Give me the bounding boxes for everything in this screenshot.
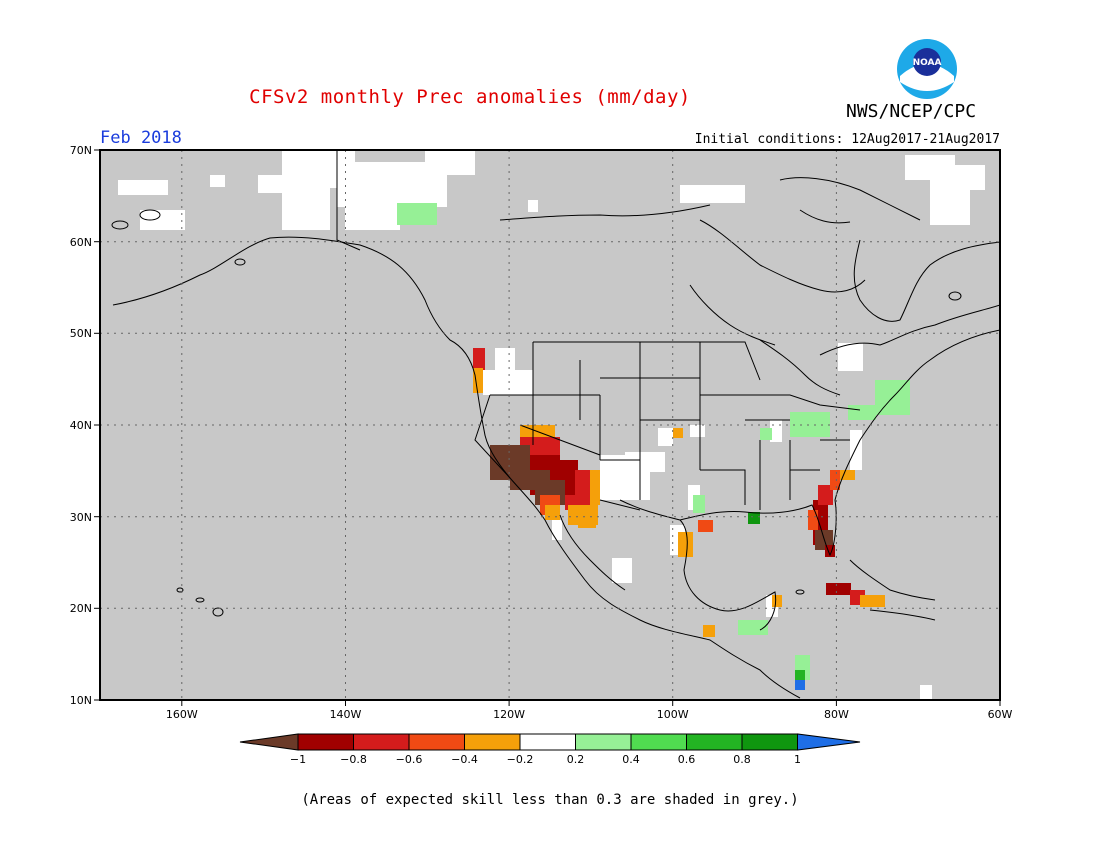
lat-label: 40N [70, 419, 92, 432]
negative-anomaly-areas [473, 348, 885, 637]
legend-tick-label: 0.4 [622, 753, 640, 766]
lon-label: 140W [330, 708, 362, 721]
svg-text:NOAA: NOAA [913, 58, 942, 68]
noaa-logo-icon: NOAA [897, 39, 957, 99]
legend-swatch [519, 733, 576, 751]
legend-swatch [353, 733, 410, 751]
legend-tick-label: −0.4 [451, 753, 478, 766]
lon-label: 80W [824, 708, 849, 721]
lat-label: 50N [70, 327, 92, 340]
legend-swatch [575, 733, 632, 751]
legend-tick-label: −1 [290, 753, 306, 766]
legend-swatch [741, 733, 798, 751]
legend-tick-label: −0.8 [340, 753, 367, 766]
lat-label: 70N [70, 144, 92, 157]
map-title: CFSv2 monthly Prec anomalies (mm/day) [249, 86, 691, 108]
legend-tick-label: 1 [794, 753, 801, 766]
color-legend: −1 −0.8 −0.6 −0.4 −0.2 0.2 0.4 0.6 0.8 1 [239, 733, 861, 766]
lat-label: 10N [70, 694, 92, 707]
lat-label: 20N [70, 602, 92, 615]
state-borders [336, 150, 861, 511]
legend-tick-label: −0.6 [396, 753, 423, 766]
legend-tick-label: 0.8 [733, 753, 751, 766]
lat-label: 60N [70, 236, 92, 249]
legend-tick-label: −0.2 [507, 753, 534, 766]
org-label: NWS/NCEP/CPC [846, 101, 977, 122]
lon-label: 60W [988, 708, 1013, 721]
lat-label: 30N [70, 511, 92, 524]
legend-swatch [408, 733, 465, 751]
legend-swatch [297, 733, 354, 751]
legend-tick-label: 0.2 [567, 753, 585, 766]
legend-arrow-right [797, 733, 861, 751]
footnote: (Areas of expected skill less than 0.3 a… [301, 792, 799, 808]
legend-swatch [686, 733, 743, 751]
lon-label: 160W [166, 708, 198, 721]
white-anomaly-areas [118, 150, 985, 700]
islands [111, 209, 962, 617]
forecast-period: Feb 2018 [100, 128, 182, 148]
positive-anomaly-areas [397, 203, 910, 690]
lon-label: 120W [493, 708, 525, 721]
lon-label: 100W [657, 708, 689, 721]
gridlines [100, 150, 1000, 700]
legend-swatch [630, 733, 687, 751]
legend-swatch [464, 733, 521, 751]
legend-arrow-left [239, 733, 299, 751]
initial-conditions: Initial conditions: 12Aug2017-21Aug2017 [694, 132, 1000, 147]
legend-tick-label: 0.6 [678, 753, 696, 766]
